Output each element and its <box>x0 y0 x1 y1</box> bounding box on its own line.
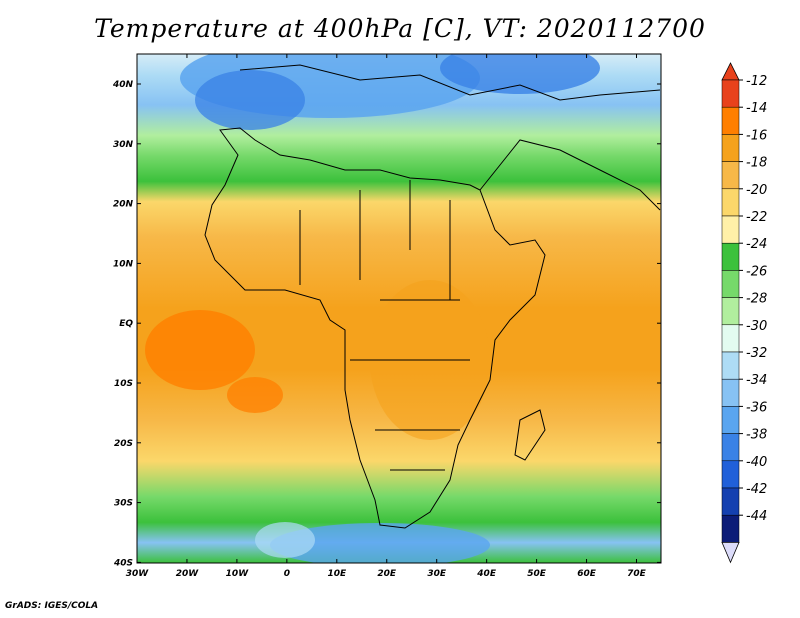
colorbar-label: -14 <box>746 101 767 116</box>
colorbar-swatch <box>721 433 740 462</box>
lat-tick-label: 30S <box>114 499 133 509</box>
colorbar-swatch <box>721 161 740 190</box>
colorbar: -12 -14 -16 -18 -20 -22 -24 -26 -28 -30 -32 -34 -36 -… <box>721 62 767 564</box>
lat-tick-label: 10N <box>113 259 134 269</box>
lon-tick-label: 20E <box>377 569 397 579</box>
lon-tick-label: 50E <box>527 569 547 579</box>
lon-tick-label: 30W <box>126 569 150 579</box>
colorbar-label: -18 <box>746 156 767 171</box>
lon-tick-label: 0 <box>284 569 290 579</box>
colorbar-swatch <box>721 487 740 516</box>
credit-text: GrADS: IGES/COLA <box>5 601 99 611</box>
colorbar-label: -30 <box>746 319 767 334</box>
colorbar-swatch <box>721 351 740 380</box>
colorbar-swatch <box>721 514 740 543</box>
lat-tick-label: 20N <box>113 200 134 210</box>
colorbar-swatch <box>721 188 740 217</box>
lat-tick-label: 40N <box>112 80 134 90</box>
lat-tick-label: 40S <box>113 558 133 568</box>
colorbar-bottom-triangle <box>721 542 740 564</box>
colorbar-swatch <box>721 242 740 271</box>
lon-tick-label: 70E <box>627 569 647 579</box>
lon-tick-label: 60E <box>577 569 597 579</box>
colorbar-swatch <box>721 79 740 108</box>
colorbar-swatch <box>721 378 740 407</box>
lon-tick-label: 40E <box>476 569 497 579</box>
lon-tick-label: 10E <box>327 569 347 579</box>
colorbar-label: -44 <box>746 509 767 524</box>
colorbar-top-triangle <box>721 62 740 81</box>
lon-tick-label: 30E <box>427 569 447 579</box>
lon-tick-label: 20W <box>176 569 200 579</box>
colorbar-swatch <box>721 215 740 244</box>
colorbar-label: -36 <box>746 400 767 415</box>
colorbar-swatch <box>721 406 740 434</box>
colorbar-swatch <box>721 134 740 162</box>
colorbar-label: -24 <box>746 237 767 252</box>
axis-ticks: 30W 20W 10W 0 10E 20E 30E 40E 50E 60E 70E 40N 30N 20N… <box>112 54 661 579</box>
colorbar-swatch <box>721 270 740 298</box>
colorbar-label: -38 <box>746 428 767 443</box>
colorbar-label: -34 <box>746 373 767 388</box>
lat-tick-label: 30N <box>113 140 134 150</box>
colorbar-swatch <box>721 297 740 326</box>
temperature-field <box>137 54 661 563</box>
plot-title: Temperature at 400hPa [C], VT: 202011270… <box>94 14 706 43</box>
colorbar-label: -20 <box>746 183 767 198</box>
coastlines <box>204 64 661 529</box>
lon-tick-label: 10W <box>226 569 250 579</box>
colorbar-label: -22 <box>746 210 767 225</box>
colorbar-label: -42 <box>746 482 767 497</box>
map-frame <box>136 53 662 564</box>
lat-tick-label: EQ <box>119 319 133 329</box>
colorbar-swatch <box>721 460 740 489</box>
colorbar-swatch <box>721 324 740 353</box>
colorbar-label: -32 <box>746 346 767 361</box>
lat-tick-label: 10S <box>114 379 133 389</box>
colorbar-label: -16 <box>746 128 767 143</box>
colorbar-label: -12 <box>746 74 767 89</box>
colorbar-swatch <box>721 106 740 135</box>
colorbar-label: -26 <box>746 264 767 279</box>
lat-tick-label: 20S <box>114 439 133 449</box>
colorbar-label: -40 <box>746 455 767 470</box>
colorbar-label: -28 <box>746 292 767 307</box>
